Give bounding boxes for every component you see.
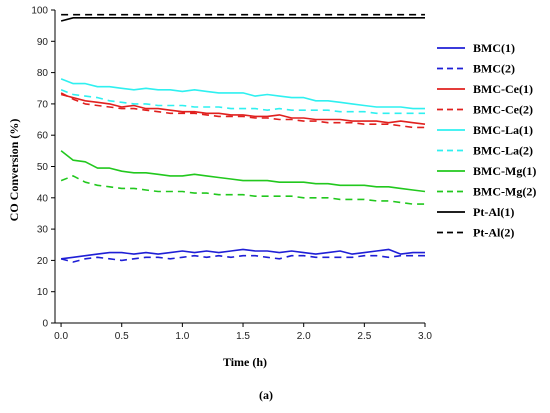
- legend: BMC(1) BMC(2) BMC-Ce(1) BMC-Ce(2) BMC-La(1) B…: [437, 41, 536, 240]
- legend-label: BMC(1): [473, 41, 515, 55]
- series-line-bmc-mg-2: [60, 175, 425, 205]
- legend-label: Pt-Al(2): [473, 226, 514, 240]
- figure-caption: (a): [259, 388, 273, 402]
- x-tick-label: 3.0: [418, 331, 432, 342]
- x-tick-label: 1.5: [236, 331, 250, 342]
- y-tick-label: 40: [37, 193, 49, 204]
- y-tick-label: 30: [37, 225, 49, 236]
- x-axis-title: Time (h): [223, 355, 267, 369]
- x-tick-label: 1.0: [175, 331, 189, 342]
- legend-label: BMC-Mg(1): [473, 164, 536, 178]
- plot-area: [60, 13, 426, 263]
- series-line-bmc-2: [60, 254, 425, 263]
- legend-label: BMC-La(2): [473, 144, 533, 158]
- y-tick-label: 0: [42, 319, 48, 330]
- y-tick-label: 10: [37, 287, 49, 298]
- series-line-pt-al-1: [60, 16, 425, 22]
- y-tick-label: 60: [37, 131, 49, 142]
- legend-label: BMC-Ce(1): [473, 82, 533, 96]
- x-tick-label: 2.5: [357, 331, 371, 342]
- legend-label: BMC-La(1): [473, 123, 533, 137]
- legend-label: BMC-Ce(2): [473, 103, 533, 117]
- y-tick-label: 50: [37, 162, 49, 173]
- legend-label: Pt-Al(1): [473, 205, 514, 219]
- x-tick-label: 0.0: [54, 331, 68, 342]
- series-line-bmc-ce-2: [60, 92, 425, 129]
- y-tick-label: 90: [37, 37, 49, 48]
- x-tick-label: 2.0: [297, 331, 311, 342]
- series-line-bmc-la-2: [60, 89, 425, 115]
- axes: 0 10 20 30 40 50 60 70 80 90 100 0.0 0.5 1.0 1.5 2.0 2.5…: [31, 6, 432, 343]
- series-line-bmc-la-1: [60, 78, 425, 110]
- series-line-bmc-mg-1: [60, 150, 426, 193]
- series-line-bmc-1: [61, 248, 425, 260]
- y-tick-label: 20: [37, 256, 49, 267]
- legend-label: BMC-Mg(2): [473, 185, 536, 199]
- y-tick-label: 70: [37, 99, 49, 110]
- series-line-bmc-ce-1: [60, 93, 426, 125]
- x-tick-label: 0.5: [115, 331, 129, 342]
- y-tick-label: 80: [37, 68, 49, 79]
- y-tick-label: 100: [31, 6, 48, 17]
- legend-label: BMC(2): [473, 62, 515, 76]
- y-axis-title: CO Conversion (%): [7, 119, 21, 222]
